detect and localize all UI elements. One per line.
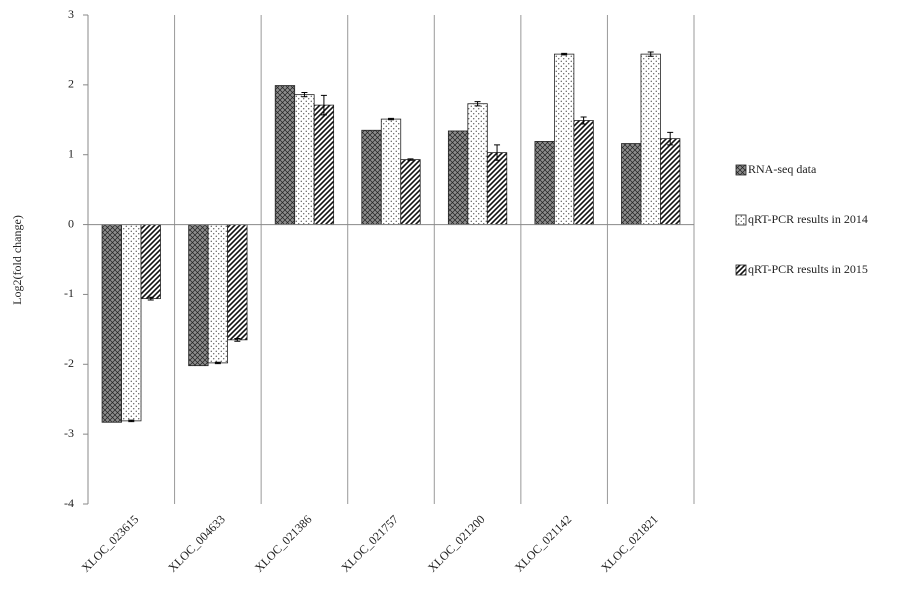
bar <box>573 120 594 225</box>
bar <box>207 224 228 364</box>
bar <box>121 224 142 422</box>
legend-swatch <box>735 164 747 176</box>
bar <box>660 138 681 225</box>
x-tick-label: XLOC_004633 <box>165 512 228 575</box>
error-bar <box>494 144 501 161</box>
x-tick-label: XLOC_021200 <box>425 512 488 575</box>
error-bar <box>147 296 154 301</box>
legend-swatch <box>735 214 747 226</box>
error-bar <box>234 337 241 342</box>
legend-label: qRT-PCR results in 2015 <box>748 262 868 276</box>
bar <box>101 224 122 423</box>
error-bar <box>388 117 394 121</box>
x-tick-label: XLOC_021821 <box>598 512 661 575</box>
y-tick-label: 3 <box>68 7 74 21</box>
y-tick-label: -3 <box>64 426 74 440</box>
y-tick-label: 0 <box>68 216 74 230</box>
y-tick-label: -1 <box>64 286 74 300</box>
error-bar <box>214 361 221 365</box>
bar <box>361 129 382 225</box>
bar <box>534 141 555 225</box>
y-axis-label: Log2(fold change) <box>10 215 24 305</box>
x-tick-label: XLOC_021142 <box>512 512 574 574</box>
error-bar <box>561 52 568 56</box>
bar <box>554 53 575 225</box>
error-bar <box>320 94 327 116</box>
bar <box>380 118 402 225</box>
x-tick-label: XLOC_021757 <box>338 512 401 575</box>
error-bar <box>474 101 481 107</box>
error-bar <box>580 116 587 125</box>
x-tick-label: XLOC_023615 <box>79 512 142 575</box>
y-tick-label: -4 <box>64 496 74 510</box>
y-tick-label: 1 <box>68 146 74 160</box>
bar <box>640 53 661 225</box>
bar <box>467 103 488 225</box>
error-bar <box>128 419 135 423</box>
error-bar <box>667 131 674 146</box>
legend-label: qRT-PCR results in 2014 <box>748 212 868 226</box>
legend-swatch <box>735 264 747 276</box>
x-tick-label: XLOC_021386 <box>252 512 315 575</box>
bar <box>447 130 469 225</box>
bar <box>294 94 315 225</box>
bar <box>313 104 335 225</box>
bar <box>400 159 421 225</box>
bar <box>274 85 296 225</box>
bar <box>227 224 248 341</box>
bar <box>140 224 161 300</box>
bar <box>188 224 209 367</box>
bar <box>621 143 642 225</box>
bar <box>486 152 508 225</box>
y-tick-label: 2 <box>68 77 74 91</box>
error-bar <box>647 51 654 57</box>
error-bar <box>407 158 414 161</box>
y-tick-label: -2 <box>64 356 74 370</box>
legend-label: RNA-seq data <box>748 162 817 176</box>
error-bar <box>301 92 308 98</box>
